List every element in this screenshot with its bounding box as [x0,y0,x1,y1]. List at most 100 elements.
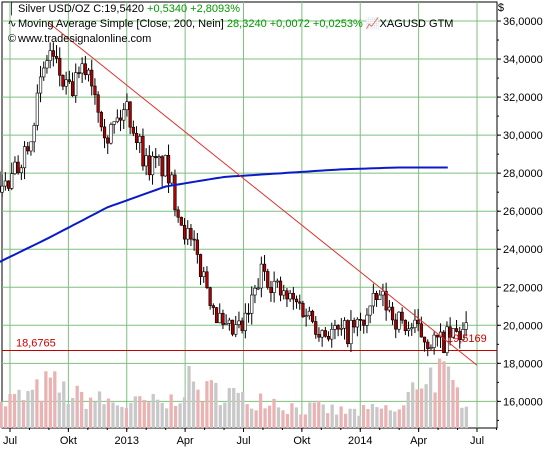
candle-body [160,156,164,177]
volume-bar [366,408,370,428]
candle-body [138,136,142,143]
volume-bar [26,391,30,428]
candle-body [80,63,84,74]
volume-bar [129,402,133,428]
candle-body [365,314,369,326]
candle-body [298,301,302,304]
candle-body [323,330,327,337]
legend-symbol: 📈XAGUSD GTM [365,18,454,30]
volume-bar [258,393,263,428]
candle-body [330,328,334,340]
volume-bar [464,406,469,428]
legend-symbol-text: XAGUSD GTM [379,18,454,30]
candle-body [458,331,462,341]
candle-body [0,185,4,193]
volume-bar [411,382,415,428]
candle-body [112,121,116,125]
volume-bar [446,366,451,428]
volume-bar [62,381,66,428]
y-tick-label: 36,0000 [503,16,543,28]
volume-bar [165,408,169,428]
candle-body [240,320,244,331]
volume-bar [442,361,446,428]
volume-bar [156,399,160,428]
candle-body [144,155,148,167]
candle-body [189,228,193,240]
volume-bar [75,385,79,428]
candle-body [291,293,295,300]
volume-bar [209,380,214,428]
candlestick-icon: │ [8,3,16,15]
candle-body [10,173,14,189]
candle-body [83,63,87,76]
candle-body [269,287,273,293]
volume-bar [111,402,115,428]
x-tick-label: Apr [177,435,194,447]
candle-body [211,305,215,308]
volume-bar [290,403,294,428]
y-tick-label: 18,0000 [503,358,543,370]
candle-body [54,56,59,59]
candle-body [272,280,276,293]
candle-body [394,319,398,330]
volume-bar [178,403,182,428]
volume-bar [200,401,205,428]
y-tick-label: 24,0000 [503,244,543,256]
candle-body [403,319,407,332]
volume-bar [53,371,57,428]
candle-body [77,72,81,74]
candle-body [362,319,366,326]
candle-body [442,331,446,354]
line-icon: ∿ [7,18,17,30]
candle-body [118,117,123,121]
volume-bar [160,402,164,428]
legend-copyright: www.tradesignalonline.com [18,33,152,45]
volume-bar [245,404,249,428]
x-tick-label: 2013 [115,435,139,447]
candle-body [416,319,420,325]
legend-series-name: Silver USD/OZ [18,3,91,15]
candle-body [237,320,241,325]
volume-bar [352,408,357,428]
candle-body [432,334,436,348]
candle-body [102,126,107,139]
candle-body [176,209,180,218]
volume-bar [115,405,120,428]
candle-body [294,298,299,303]
candle-body [451,328,455,338]
volume-bar [272,398,276,428]
candle-body [195,239,199,255]
volume-bar [294,407,299,428]
candle-body [234,324,238,335]
candle-body [304,315,308,318]
candle-body [336,325,340,330]
candle-body [419,323,423,338]
candle-body [243,312,247,331]
volume-bar [263,408,267,428]
volume-bar [317,400,321,428]
candle-body [355,319,359,328]
trendline-label: 19,5169 [447,333,487,345]
volume-bar [254,410,258,428]
legend-pct: +2,8093% [190,3,241,15]
volume-bar [97,391,102,428]
candle-body [262,263,267,272]
volume-bar [71,397,75,428]
volume-bar [415,389,419,428]
candle-body [147,155,151,176]
volume-bar [343,413,348,428]
candle-body [42,67,46,78]
candle-body [70,81,75,96]
volume-bar [142,399,146,428]
legend-ma-name: Moving Average Simple [Close, 200, Nein] [18,18,224,30]
candle-body [461,329,465,341]
volume-bar [388,410,392,428]
volume-bar [88,397,93,428]
volume-bar [433,392,437,428]
volume-bar [227,388,231,428]
x-tick-label: Jul [470,435,484,447]
volume-bar [151,394,155,428]
candle-body [282,290,286,296]
volume-bar [285,413,290,428]
